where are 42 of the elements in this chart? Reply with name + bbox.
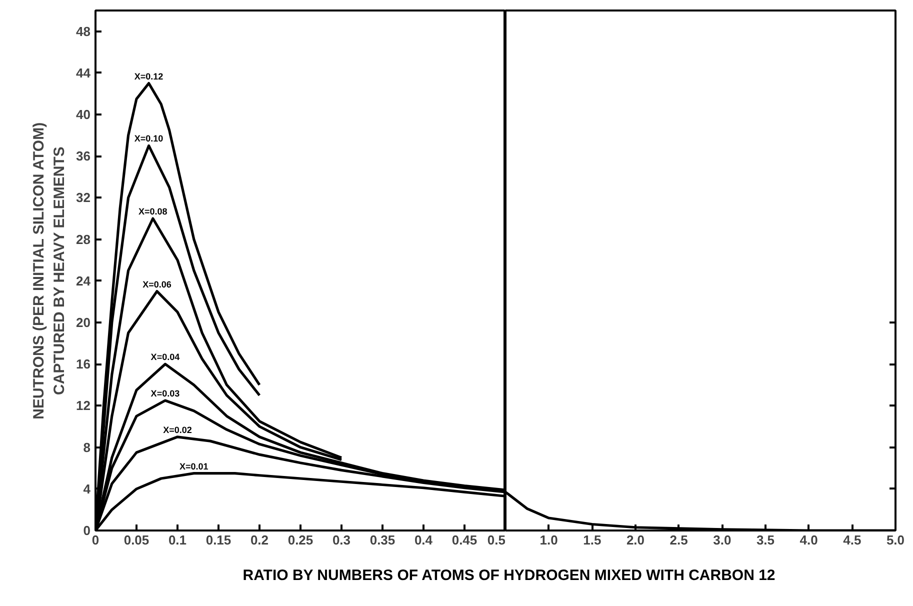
series-label: X=0.01 — [180, 461, 208, 472]
x-tick-label: 4.0 — [800, 532, 818, 548]
x-tick-label: 0.3 — [332, 532, 351, 548]
x-tick-label: 0.1 — [168, 532, 187, 548]
y-tick-label: 32 — [76, 190, 91, 206]
series-label: X=0.02 — [163, 424, 192, 435]
x-tick-label: 0.05 — [124, 532, 150, 548]
x-tick-label: 1.0 — [540, 532, 558, 548]
x-tick-label: 0.4 — [414, 532, 434, 548]
x-tick-label: 0.45 — [452, 532, 478, 548]
y-tick-label: 16 — [76, 356, 91, 372]
y-axis-title: NEUTRONS (PER INITIAL SILICON ATOM) CAPTURED BY HEAVY ELEMENTS — [30, 122, 68, 420]
x-tick-label: 0.5 — [487, 532, 506, 548]
x-tick-label: 4.5 — [843, 532, 862, 548]
series-label: X=0.12 — [134, 71, 164, 82]
y-tick-label: 40 — [76, 107, 91, 122]
y-tick-label: 28 — [76, 232, 91, 247]
y-tick-label: 48 — [76, 24, 91, 39]
x-tick-label: 0.25 — [288, 532, 314, 548]
y-tick-label: 0 — [83, 523, 91, 538]
x-tick-label: 0.2 — [250, 532, 269, 548]
y-tick-label: 20 — [76, 315, 91, 330]
series-label: X=0.03 — [150, 388, 180, 398]
y-tick-label: 44 — [76, 65, 92, 80]
y-tick-label: 4 — [83, 481, 92, 496]
x-tick-label: 5.0 — [886, 532, 905, 548]
y-tick-label: 8 — [83, 440, 91, 455]
x-tick-label: 1.5 — [583, 532, 602, 548]
x-tick-label: 2.5 — [670, 532, 688, 548]
x-axis-title: RATIO BY NUMBERS OF ATOMS OF HYDROGEN MIXED WITH CARBON 12 — [242, 566, 776, 586]
y-tick-label: 12 — [76, 398, 91, 414]
series-label: X=0.10 — [134, 134, 164, 144]
series-label: X=0.08 — [138, 206, 168, 216]
x-tick-label: 0.15 — [206, 532, 232, 548]
x-tick-label: 0.35 — [370, 532, 396, 548]
y-tick-label: 24 — [76, 273, 92, 288]
x-tick-label: 3.5 — [756, 532, 775, 548]
y-tick-label: 36 — [76, 148, 91, 164]
x-tick-label: 2.0 — [626, 532, 645, 548]
x-tick-label: 3.0 — [713, 532, 732, 548]
series-label: X=0.06 — [142, 279, 172, 290]
series-label: X=0.04 — [150, 352, 180, 362]
